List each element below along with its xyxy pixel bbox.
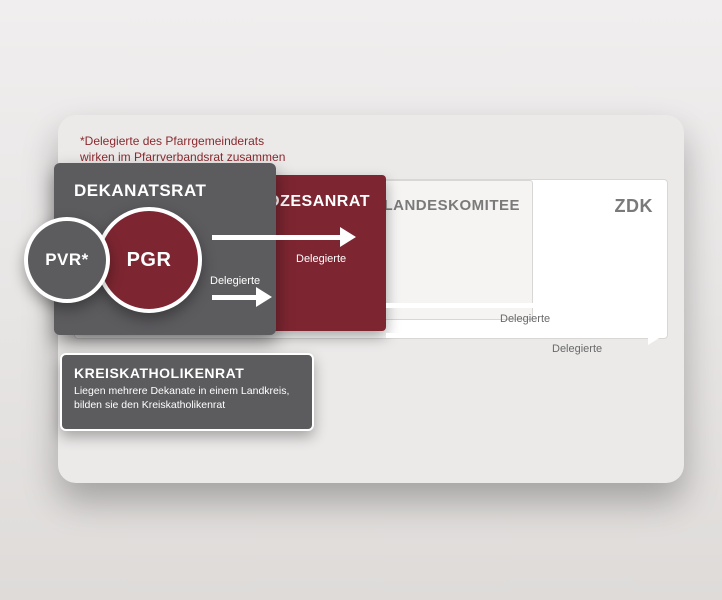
kreis-title: KREISKATHOLIKENRAT xyxy=(74,365,300,381)
delegierte-dioz: Delegierte xyxy=(296,253,346,265)
dekanatsrat-label: DEKANATSRAT xyxy=(74,181,206,201)
outer-card: *Delegierte des Pfarrgemeinderats wirken… xyxy=(58,115,684,483)
zdk-label: ZDK xyxy=(615,196,654,217)
inner-white-panel: ZDK LANDESKOMITEE DIÖZESANRAT DEKANATSRA… xyxy=(74,179,668,339)
delegierte-landes: Delegierte xyxy=(500,313,550,325)
arrow-dioz-landes xyxy=(386,303,616,308)
footnote-line1: *Delegierte des Pfarrgemeinderats xyxy=(80,133,285,149)
kreiskatholikenrat-box: KREISKATHOLIKENRAT Liegen mehrere Dekana… xyxy=(60,353,314,431)
dekanatsrat-box: DEKANATSRAT PVR* PGR Delegierte xyxy=(54,163,276,335)
kreis-subtitle: Liegen mehrere Dekanate in einem Landkre… xyxy=(74,385,300,412)
landeskomitee-box: LANDESKOMITEE DIÖZESANRAT DEKANATSRAT PV… xyxy=(75,180,533,320)
pgr-label: PGR xyxy=(127,249,172,272)
landeskomitee-label: LANDESKOMITEE xyxy=(383,197,520,214)
footnote: *Delegierte des Pfarrgemeinderats wirken… xyxy=(80,133,285,165)
pvr-circle: PVR* xyxy=(24,217,110,303)
arrow-landes-zdk xyxy=(386,333,650,338)
pvr-label: PVR* xyxy=(45,250,89,270)
delegierte-dekan: Delegierte xyxy=(210,275,260,287)
arrow-dekan-dioz-top xyxy=(212,235,342,240)
diozesanrat-box: DIÖZESANRAT DEKANATSRAT PVR* PGR Delegie… xyxy=(70,175,386,331)
pgr-circle: PGR xyxy=(96,207,202,313)
delegierte-zdk: Delegierte xyxy=(552,343,602,355)
arrow-dekan-dioz-bottom xyxy=(212,295,258,300)
